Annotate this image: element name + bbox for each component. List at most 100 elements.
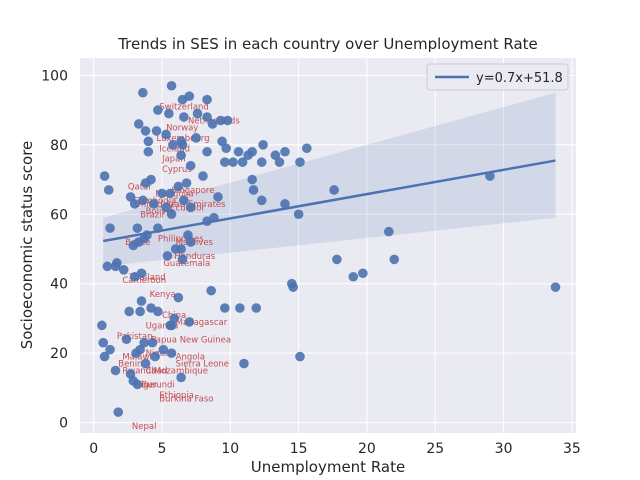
data-point (293, 209, 304, 220)
data-point (191, 133, 201, 143)
data-point (217, 136, 227, 147)
x-tick-label: 20 (358, 441, 376, 457)
data-point (280, 146, 290, 157)
country-label: United Arab Emirates (135, 200, 227, 210)
gridlines (80, 58, 576, 433)
data-point (165, 320, 175, 331)
y-tick-label: 100 (41, 68, 68, 84)
data-point (136, 268, 147, 279)
data-point (185, 202, 196, 213)
data-point (228, 157, 238, 167)
data-point (295, 157, 305, 167)
data-point (102, 261, 113, 272)
data-point (213, 192, 223, 202)
data-point (132, 379, 143, 390)
x-tick-label: 25 (426, 441, 444, 457)
data-point (158, 344, 169, 355)
data-point (118, 265, 129, 275)
data-point (192, 108, 203, 119)
legend-label: y=0.7x+51.8 (476, 71, 563, 86)
y-tick-label: 0 (59, 416, 68, 432)
country-label: Burundi (141, 380, 174, 390)
country-label: Cameroon (122, 276, 166, 286)
x-tick-label: 15 (290, 441, 308, 457)
data-point (274, 157, 285, 167)
data-point (181, 178, 192, 188)
data-point (136, 296, 147, 306)
y-axis-label: Socioeconomic status score (18, 141, 36, 350)
data-point (99, 171, 110, 181)
data-point (215, 115, 226, 126)
data-point (153, 105, 163, 115)
data-point (148, 199, 159, 209)
data-point (135, 306, 145, 317)
data-point (176, 244, 186, 254)
data-point (173, 181, 184, 192)
legend-box (426, 63, 569, 91)
country-label: Nigeria (146, 349, 176, 359)
country-label: Pakistan (117, 332, 153, 342)
country-label: Burkina Faso (159, 394, 213, 404)
data-point (133, 119, 144, 129)
data-point (164, 108, 174, 119)
data-point (222, 115, 233, 126)
data-point (143, 146, 154, 157)
data-point (384, 226, 394, 237)
data-point (247, 174, 257, 185)
y-tick-label: 60 (50, 207, 68, 223)
data-point (173, 292, 184, 303)
country-label: Madagascar (176, 318, 228, 328)
x-tick-label: 0 (89, 441, 98, 457)
country-label: Ethiopia (159, 391, 194, 401)
data-point (138, 87, 148, 98)
data-point (99, 351, 110, 362)
data-point (139, 233, 150, 244)
data-point (98, 337, 109, 348)
data-point (139, 337, 150, 348)
data-point (221, 143, 232, 154)
data-point (105, 344, 115, 355)
data-point (233, 146, 244, 157)
axis-ticks: 0 5 10 15 20 25 30 35 0 20 40 60 80 100 (41, 68, 581, 457)
chart-title: Trends in SES in each country over Unemp… (117, 35, 538, 53)
data-point (151, 126, 162, 136)
data-point (288, 282, 298, 292)
y-tick-label: 40 (50, 277, 68, 293)
data-point (302, 143, 312, 154)
data-point (121, 334, 132, 345)
data-point (143, 136, 154, 147)
country-label: Japan (161, 155, 186, 165)
country-label: Cyprus (162, 165, 192, 175)
country-label: Philippines (158, 235, 204, 245)
confidence-band-layer (103, 92, 556, 267)
data-point (135, 344, 145, 355)
data-point (166, 209, 177, 220)
data-point (129, 199, 140, 209)
country-label: Switzerland (159, 103, 209, 113)
data-point (157, 188, 167, 199)
x-tick-label: 30 (495, 441, 513, 457)
data-point (198, 171, 208, 181)
data-point (153, 306, 163, 317)
country-label: Honduras (174, 252, 215, 262)
data-point (162, 251, 173, 261)
data-point (125, 192, 136, 202)
country-label: Norway (166, 123, 198, 133)
plot-area (80, 58, 576, 433)
data-point (97, 320, 107, 331)
data-point (128, 240, 139, 251)
data-point (256, 195, 267, 206)
data-point (251, 303, 262, 313)
data-point (280, 199, 290, 209)
data-point (184, 317, 195, 327)
data-point (124, 306, 134, 317)
data-point (329, 185, 339, 195)
data-point (110, 365, 121, 376)
data-point (248, 185, 259, 195)
data-point (258, 140, 268, 150)
data-point (166, 80, 177, 91)
country-label: Chad (146, 367, 168, 377)
country-label: Thailand (128, 273, 166, 283)
data-point (206, 285, 216, 296)
